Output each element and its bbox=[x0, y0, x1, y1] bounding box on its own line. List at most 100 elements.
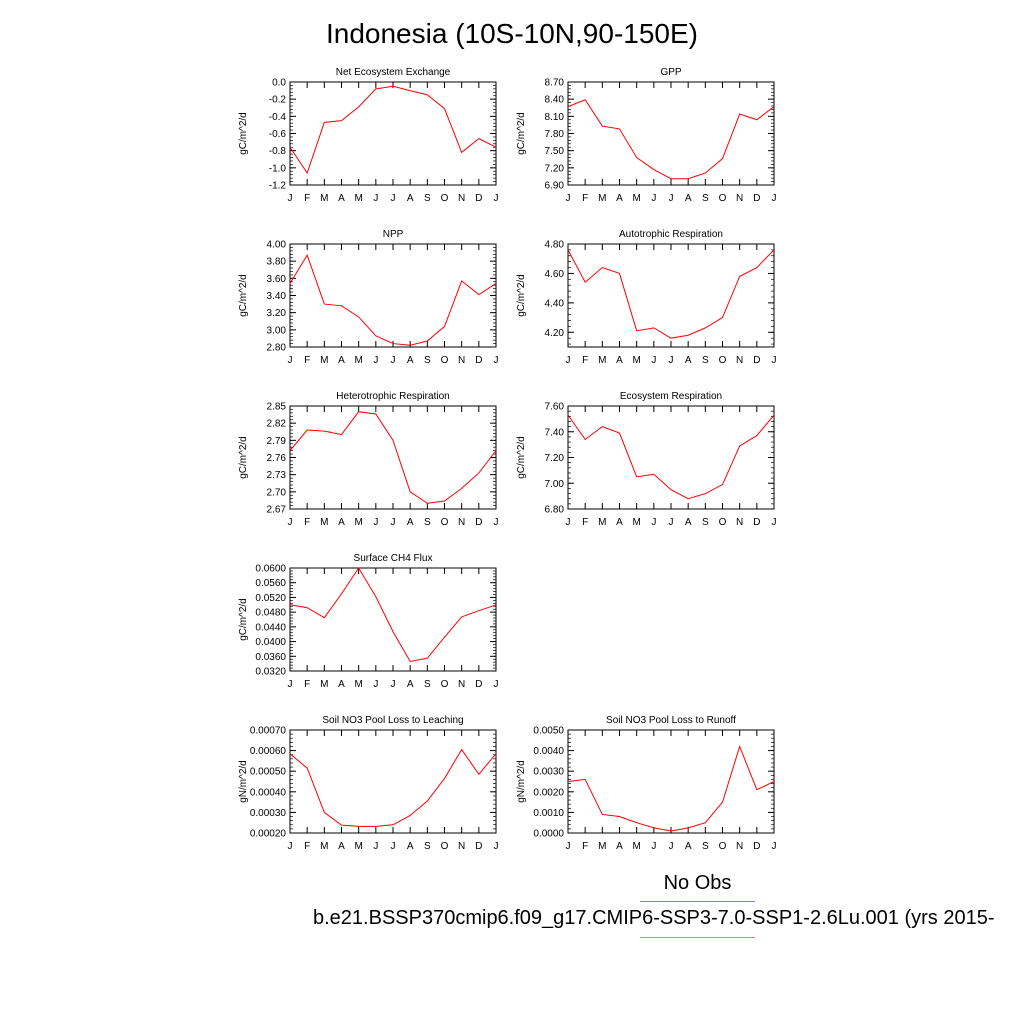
x-tick-label: A bbox=[407, 679, 414, 690]
x-tick-label: J bbox=[669, 841, 674, 852]
x-tick-label: N bbox=[458, 193, 465, 204]
x-tick-label: J bbox=[288, 841, 293, 852]
y-axis-label: gN/m^2/d bbox=[516, 760, 527, 803]
y-tick-label: 7.60 bbox=[545, 402, 565, 413]
x-tick-label: J bbox=[772, 841, 777, 852]
y-tick-label: 7.80 bbox=[545, 129, 565, 140]
y-tick-label: 0.0000 bbox=[533, 829, 564, 840]
x-tick-label: J bbox=[391, 193, 396, 204]
y-axis-label: gC/m^2/d bbox=[238, 436, 249, 479]
y-tick-label: 6.80 bbox=[545, 505, 565, 516]
panel-title: GPP bbox=[660, 67, 681, 78]
legend-case-line bbox=[640, 937, 755, 938]
y-tick-label: 0.0050 bbox=[533, 726, 564, 737]
x-tick-label: M bbox=[598, 841, 606, 852]
x-tick-label: J bbox=[651, 517, 656, 528]
y-tick-label: 0.00030 bbox=[250, 808, 287, 819]
x-tick-label: J bbox=[772, 193, 777, 204]
x-tick-label: D bbox=[753, 517, 760, 528]
x-tick-label: O bbox=[719, 355, 727, 366]
x-tick-label: A bbox=[616, 355, 623, 366]
x-tick-label: O bbox=[719, 517, 727, 528]
x-tick-label: N bbox=[736, 517, 743, 528]
y-tick-label: 2.79 bbox=[267, 436, 287, 447]
plot-frame bbox=[289, 567, 497, 672]
y-tick-label: -1.0 bbox=[269, 163, 287, 174]
y-tick-label: 6.90 bbox=[545, 181, 565, 192]
x-tick-label: A bbox=[407, 193, 414, 204]
y-tick-label: 0.0360 bbox=[255, 652, 286, 663]
series-line bbox=[289, 748, 497, 827]
x-tick-label: D bbox=[475, 193, 482, 204]
y-axis-label: gC/m^2/d bbox=[238, 274, 249, 317]
x-tick-label: S bbox=[702, 193, 709, 204]
x-tick-label: D bbox=[475, 517, 482, 528]
y-tick-label: 2.76 bbox=[267, 453, 287, 464]
panel-title: Surface CH4 Flux bbox=[354, 553, 433, 564]
x-tick-label: J bbox=[288, 679, 293, 690]
x-tick-label: M bbox=[320, 355, 328, 366]
y-tick-label: 2.67 bbox=[267, 505, 287, 516]
x-tick-label: J bbox=[373, 355, 378, 366]
x-tick-label: S bbox=[424, 193, 431, 204]
x-tick-label: A bbox=[616, 841, 623, 852]
y-tick-label: 3.20 bbox=[267, 308, 287, 319]
x-tick-label: N bbox=[736, 841, 743, 852]
y-tick-label: -0.2 bbox=[269, 95, 287, 106]
y-axis-label: gC/m^2/d bbox=[238, 598, 249, 641]
plot-frame bbox=[567, 243, 775, 348]
x-tick-label: M bbox=[354, 355, 362, 366]
y-tick-label: 0.00060 bbox=[250, 746, 287, 757]
y-tick-label: -0.6 bbox=[269, 129, 287, 140]
y-tick-label: 0.0560 bbox=[255, 578, 286, 589]
x-tick-label: A bbox=[616, 517, 623, 528]
x-tick-label: N bbox=[736, 193, 743, 204]
legend-obs-line bbox=[640, 901, 755, 902]
y-tick-label: -1.2 bbox=[269, 181, 287, 192]
y-tick-label: 7.20 bbox=[545, 163, 565, 174]
x-tick-label: F bbox=[304, 517, 310, 528]
x-tick-label: J bbox=[373, 517, 378, 528]
x-tick-label: J bbox=[494, 193, 499, 204]
x-tick-label: A bbox=[338, 841, 345, 852]
x-tick-label: M bbox=[354, 193, 362, 204]
y-tick-label: -0.4 bbox=[269, 112, 287, 123]
y-tick-label: 0.00040 bbox=[250, 787, 287, 798]
series-line bbox=[289, 253, 497, 346]
x-tick-label: M bbox=[598, 193, 606, 204]
y-tick-label: -0.8 bbox=[269, 146, 287, 157]
y-tick-label: 2.85 bbox=[267, 402, 287, 413]
x-tick-label: M bbox=[320, 841, 328, 852]
series-line bbox=[567, 99, 775, 180]
series-line bbox=[567, 414, 775, 500]
y-tick-label: 7.20 bbox=[545, 453, 565, 464]
x-tick-label: O bbox=[441, 355, 449, 366]
panel-title: Autotrophic Respiration bbox=[619, 229, 723, 240]
y-tick-label: 0.0320 bbox=[255, 667, 286, 678]
x-tick-label: F bbox=[304, 841, 310, 852]
x-tick-label: J bbox=[566, 193, 571, 204]
x-tick-label: D bbox=[753, 193, 760, 204]
y-tick-label: 0.0020 bbox=[533, 787, 564, 798]
x-tick-label: F bbox=[304, 193, 310, 204]
y-tick-label: 8.70 bbox=[545, 78, 565, 89]
x-tick-label: J bbox=[391, 517, 396, 528]
x-tick-label: O bbox=[441, 679, 449, 690]
x-tick-label: J bbox=[651, 193, 656, 204]
x-tick-label: F bbox=[582, 355, 588, 366]
y-tick-label: 0.00070 bbox=[250, 726, 287, 737]
series-line bbox=[289, 567, 497, 662]
x-tick-label: S bbox=[424, 841, 431, 852]
y-axis-label: gC/m^2/d bbox=[516, 274, 527, 317]
y-tick-label: 2.73 bbox=[267, 470, 287, 481]
x-tick-label: F bbox=[304, 355, 310, 366]
x-tick-label: F bbox=[304, 679, 310, 690]
y-tick-label: 7.40 bbox=[545, 427, 565, 438]
x-tick-label: A bbox=[338, 355, 345, 366]
x-tick-label: J bbox=[669, 517, 674, 528]
panel-title: Soil NO3 Pool Loss to Leaching bbox=[322, 715, 463, 726]
